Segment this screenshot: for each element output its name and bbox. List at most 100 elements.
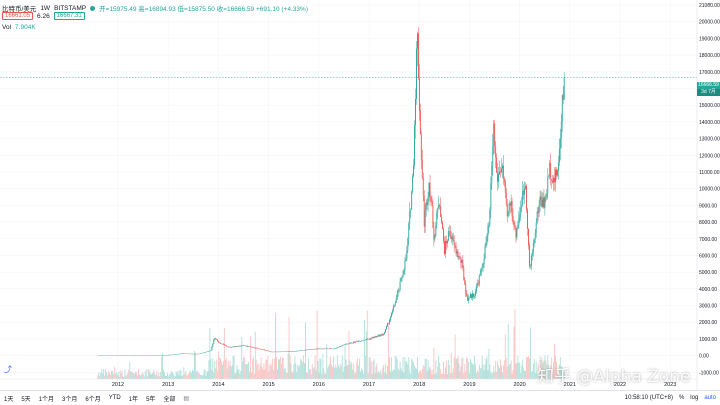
- candle: [407, 237, 408, 253]
- candle-body: [501, 169, 502, 173]
- volume-bar: [431, 374, 432, 379]
- candle: [244, 345, 245, 346]
- candle: [441, 214, 442, 224]
- candle-body: [498, 174, 499, 182]
- percent-toggle[interactable]: %: [679, 395, 684, 401]
- volume-bar: [418, 373, 419, 379]
- timeframe-6m[interactable]: 6个月: [81, 394, 104, 403]
- volume-bar: [494, 372, 495, 379]
- candle: [325, 348, 326, 349]
- volume-bar: [152, 374, 153, 379]
- volume-bar: [377, 373, 378, 379]
- volume-bar: [352, 370, 353, 379]
- timeframe-1y[interactable]: 1年: [125, 394, 142, 403]
- candle-body: [374, 337, 375, 338]
- clock[interactable]: 10:58:10 (UTC+8): [625, 395, 673, 401]
- candle: [402, 276, 403, 283]
- volume-bar: [188, 373, 189, 379]
- candle: [418, 27, 419, 80]
- timeframe-1m[interactable]: 1个月: [35, 394, 58, 403]
- candle: [555, 167, 556, 192]
- volume-bar: [308, 358, 309, 379]
- timeframe-all[interactable]: 全部: [159, 394, 179, 403]
- candle: [470, 292, 471, 298]
- scroll-up-icon[interactable]: ⌃: [706, 2, 713, 11]
- volume-bar: [423, 365, 424, 379]
- candle-body: [536, 223, 537, 233]
- candle: [536, 218, 537, 238]
- candle: [546, 189, 547, 200]
- buy-price-button[interactable]: 16667.31: [54, 12, 85, 20]
- volume-bar: [198, 372, 199, 379]
- price-tick-label: 3000.00: [699, 304, 717, 310]
- price-tick-label: 8000.00: [699, 220, 717, 226]
- volume-bar: [390, 372, 391, 379]
- countdown-value: 3d 7月: [697, 89, 720, 96]
- candle: [531, 254, 532, 271]
- candle: [327, 348, 328, 349]
- candle: [420, 104, 421, 135]
- volume-bar: [212, 359, 213, 379]
- candle: [514, 220, 515, 231]
- candle: [512, 198, 513, 221]
- candle: [472, 290, 473, 301]
- candle-body: [492, 146, 493, 166]
- volume-bar: [349, 361, 350, 379]
- timeframe-1d[interactable]: 1天: [0, 394, 17, 403]
- candle-body: [214, 338, 215, 339]
- volume-bar: [479, 365, 480, 379]
- candle: [249, 347, 250, 348]
- calendar-icon[interactable]: ▤: [179, 395, 193, 402]
- volume-bar: [192, 370, 193, 379]
- timeframe-5y[interactable]: 5年: [142, 394, 159, 403]
- candle-body: [423, 178, 424, 196]
- candle-body: [389, 320, 390, 323]
- volume-bar: [207, 371, 208, 379]
- volume-bar: [108, 372, 109, 379]
- timeframe-ytd[interactable]: YTD: [105, 395, 125, 401]
- candle-body: [227, 346, 228, 347]
- candle: [248, 346, 249, 347]
- volume-bar: [432, 370, 433, 379]
- timeframe-5d[interactable]: 5天: [17, 394, 34, 403]
- volume-bar: [364, 320, 365, 379]
- auto-toggle[interactable]: auto: [704, 395, 716, 401]
- candle: [288, 351, 289, 352]
- candle: [380, 334, 381, 336]
- volume-bar: [141, 374, 142, 379]
- volume-bar: [176, 371, 177, 379]
- volume-bar: [144, 377, 145, 379]
- legend-exchange[interactable]: BITSTAMP: [54, 5, 86, 12]
- log-toggle[interactable]: log: [690, 395, 698, 401]
- candle-body: [212, 344, 213, 347]
- volume-bar: [517, 356, 518, 379]
- volume-bar: [350, 364, 351, 379]
- timeframe-3m[interactable]: 3个月: [58, 394, 81, 403]
- candle-body: [394, 305, 395, 306]
- volume-bar: [422, 369, 423, 379]
- volume-bar: [477, 371, 478, 379]
- volume-bar: [150, 372, 151, 379]
- legend-interval[interactable]: 1W: [40, 5, 50, 12]
- candle: [329, 348, 330, 349]
- candle-body: [542, 200, 543, 207]
- candle-body: [264, 350, 265, 351]
- candle-body: [238, 346, 239, 347]
- volume-bar: [123, 376, 124, 379]
- candle-body: [418, 33, 419, 78]
- volume-bar: [327, 368, 328, 379]
- candle: [229, 347, 230, 348]
- volume-bar: [295, 363, 296, 379]
- sell-price-button[interactable]: 16661.05: [2, 12, 33, 20]
- price-chart[interactable]: -1000.000.001000.002000.003000.004000.00…: [0, 0, 720, 390]
- volume-bar: [128, 370, 129, 379]
- candle: [425, 204, 426, 233]
- volume-bar: [139, 374, 140, 379]
- candle-body: [452, 236, 453, 239]
- volume-bar: [180, 371, 181, 379]
- volume-bar: [508, 324, 509, 379]
- candle: [428, 192, 429, 212]
- alert-icon[interactable]: ⤴: [4, 364, 12, 375]
- volume-bar: [158, 372, 159, 379]
- volume-bar: [275, 313, 276, 379]
